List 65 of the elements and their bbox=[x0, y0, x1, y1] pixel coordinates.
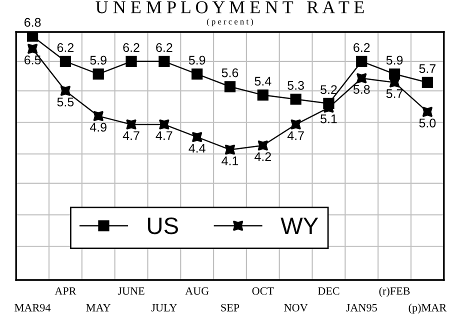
point bbox=[27, 44, 38, 54]
x-tick-label: APR bbox=[54, 287, 76, 295]
point bbox=[92, 68, 104, 80]
data-label: 5.8 bbox=[353, 84, 370, 94]
data-label: 5.6 bbox=[222, 68, 238, 78]
data-label: 5.7 bbox=[386, 89, 403, 98]
data-label: 5.7 bbox=[419, 64, 436, 74]
point bbox=[60, 86, 71, 96]
data-label: 6.8 bbox=[24, 18, 41, 27]
data-label: 6.5 bbox=[24, 56, 41, 64]
point bbox=[93, 110, 104, 122]
data-label: 5.5 bbox=[57, 98, 74, 106]
x-tick-label: OCT bbox=[252, 287, 274, 295]
data-label: 5.9 bbox=[386, 56, 403, 65]
point bbox=[158, 56, 170, 67]
data-label: 4.7 bbox=[287, 131, 304, 140]
point bbox=[192, 132, 202, 142]
x-tick-label: (r)FEB bbox=[379, 286, 410, 298]
legend-label: US bbox=[148, 218, 178, 234]
data-label: 4.4 bbox=[188, 144, 206, 153]
x-tick-label: NOV bbox=[284, 304, 308, 312]
x-tick-label: MAY bbox=[86, 304, 111, 312]
point bbox=[258, 140, 268, 151]
legend-label: WY bbox=[280, 218, 318, 234]
data-label: 4.1 bbox=[222, 156, 238, 166]
data-label: 5.2 bbox=[320, 85, 337, 94]
point bbox=[224, 144, 236, 155]
point bbox=[224, 81, 236, 92]
data-label: 6.2 bbox=[354, 43, 370, 52]
point bbox=[290, 119, 301, 130]
x-tick-label: MAR94 bbox=[14, 304, 51, 312]
data-label: 5.1 bbox=[320, 114, 337, 124]
x-tick-label: (p)MAR bbox=[408, 304, 447, 314]
point bbox=[126, 119, 136, 130]
x-tick-label: AUG bbox=[185, 287, 209, 295]
point bbox=[422, 106, 433, 117]
point bbox=[356, 56, 368, 67]
data-label: 6.2 bbox=[123, 43, 140, 52]
data-label: 4.7 bbox=[156, 131, 172, 140]
chart-subtitle: ( p e r c e n t ) bbox=[206, 18, 253, 26]
data-label: 6.2 bbox=[156, 43, 172, 52]
data-label: 5.9 bbox=[188, 56, 206, 65]
point bbox=[126, 56, 137, 67]
point bbox=[290, 94, 302, 105]
data-label: 5.4 bbox=[254, 76, 272, 86]
data-label: 5.9 bbox=[90, 56, 106, 65]
point bbox=[192, 68, 203, 80]
data-label: 5.3 bbox=[288, 80, 304, 90]
point bbox=[356, 73, 367, 84]
point bbox=[60, 56, 72, 67]
data-label: 4.9 bbox=[90, 122, 106, 132]
point bbox=[27, 32, 38, 42]
chart-title: U N E M P L O Y M E N T R A T E bbox=[96, 1, 364, 14]
data-label: 5.0 bbox=[419, 118, 436, 128]
point bbox=[257, 89, 268, 101]
point bbox=[422, 76, 433, 88]
data-label: 4.2 bbox=[254, 152, 271, 161]
x-tick-label: SEP bbox=[221, 304, 240, 312]
data-label: 4.7 bbox=[122, 131, 140, 140]
x-tick-label: JAN95 bbox=[346, 304, 377, 312]
data-label: 6.2 bbox=[57, 43, 74, 52]
x-tick-label: JULY bbox=[151, 304, 177, 312]
x-tick-label: JUNE bbox=[118, 287, 144, 295]
point bbox=[159, 119, 170, 130]
x-tick-label: DEC bbox=[318, 287, 340, 295]
